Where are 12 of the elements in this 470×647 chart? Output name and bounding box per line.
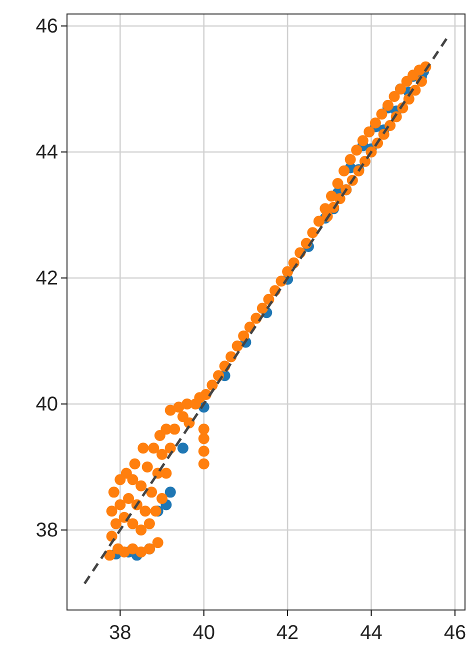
- y-tick-label: 44: [36, 141, 58, 164]
- y-tick-label: 38: [36, 519, 58, 542]
- point: [177, 442, 188, 454]
- x-tick-label: 46: [444, 622, 466, 644]
- y-tick-label: 46: [36, 15, 58, 38]
- x-tick-label: 40: [192, 622, 215, 644]
- point: [164, 486, 176, 498]
- x-tick-label: 42: [276, 622, 299, 644]
- x-tick-label: 38: [109, 622, 132, 644]
- y-tick-label: 42: [36, 267, 58, 290]
- x-tick-label: 44: [360, 622, 382, 644]
- y-tick-label: 40: [36, 393, 58, 416]
